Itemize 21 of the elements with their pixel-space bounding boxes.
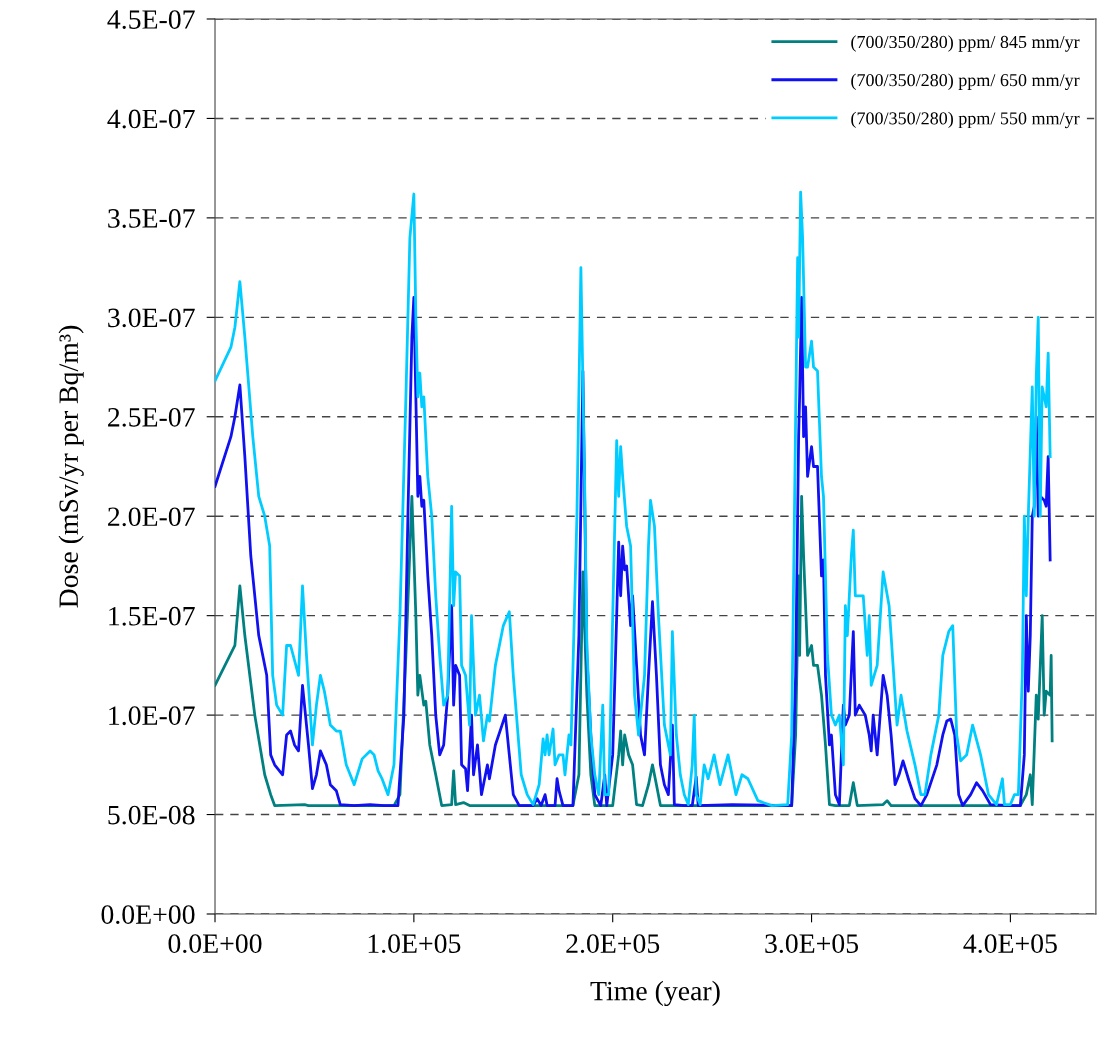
- x-tick-label: 0.0E+00: [168, 934, 262, 954]
- y-tick-label: 1.0E-07: [109, 706, 195, 726]
- legend-label: (700/350/280) ppm/ 845 mm/yr: [851, 35, 1080, 52]
- x-tick-label: 2.0E+05: [566, 934, 660, 954]
- y-tick-label: 0.0E+00: [101, 905, 195, 925]
- x-tick-label: 4.0E+05: [963, 934, 1057, 954]
- y-tick-label: 4.0E-07: [107, 109, 195, 129]
- x-tick-label: 1.0E+05: [368, 934, 461, 954]
- y-tick-label: 4.5E-07: [107, 10, 195, 30]
- legend-label: (700/350/280) ppm/ 650 mm/yr: [851, 73, 1080, 90]
- y-tick-label: 2.0E-07: [108, 507, 195, 527]
- y-tick-label: 2.5E-07: [108, 407, 195, 427]
- y-tick-label: 5.0E-08: [108, 805, 195, 825]
- x-tick-label: 3.0E+05: [765, 934, 859, 954]
- line-series: [215, 190, 1052, 807]
- legend-label: (700/350/280) ppm/ 550 mm/yr: [851, 111, 1080, 129]
- y-tick-label: 1.5E-07: [109, 606, 195, 626]
- y-tick-label: 3.5E-07: [108, 209, 195, 228]
- x-axis-title: Time (year): [590, 980, 720, 1007]
- y-tick-label: 3.0E-07: [108, 308, 195, 328]
- y-axis-title: Dose (mSv/yr per Bq/m³): [58, 325, 84, 608]
